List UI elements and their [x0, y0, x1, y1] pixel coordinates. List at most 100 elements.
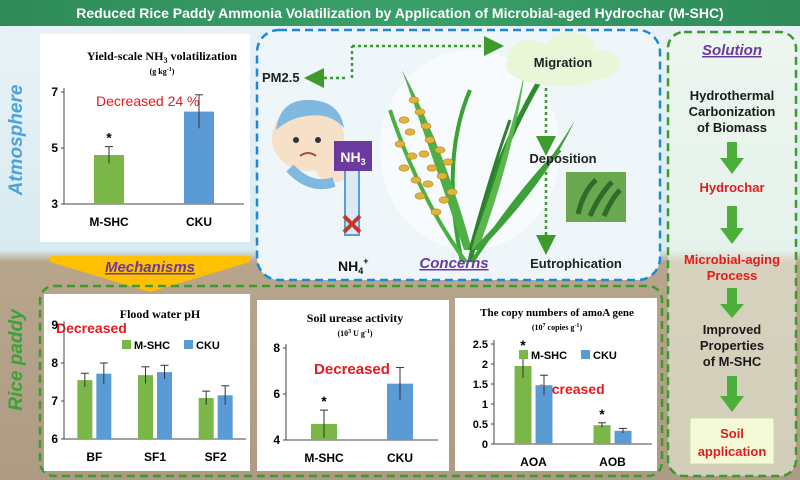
ph-chart-y-tick-label: 8 [51, 356, 58, 370]
ph-chart-y-tick-label: 9 [51, 318, 58, 332]
page-title: Reduced Rice Paddy Ammonia Volatilizatio… [76, 5, 724, 21]
amoa-chart-y-tick-label: 2.5 [473, 339, 488, 351]
solution-panel [666, 30, 798, 478]
amoa-chart-note: Increased [539, 381, 604, 397]
ph-chart-legend-swatch-cku [184, 340, 193, 349]
amoa-chart-bar [535, 385, 553, 444]
migration-label: Migration [534, 55, 593, 70]
ph-chart-category-label: BF [86, 450, 102, 464]
soil-application-box [689, 417, 775, 465]
eutrophication-label: Eutrophication [530, 256, 622, 271]
amoa-chart-legend-label: M-SHC [531, 350, 567, 362]
yield-chart-unit: (g kg-1) [150, 67, 175, 76]
child-illustration [272, 99, 352, 190]
pm25-label: PM2.5 [262, 70, 300, 85]
urease-chart-y-tick-label: 8 [273, 341, 280, 355]
mechanisms-label: Mechanisms [105, 259, 195, 276]
mechanisms-panel [38, 284, 664, 478]
ph-chart-bar [217, 395, 233, 439]
algae-illustration [575, 178, 622, 218]
amoa-chart-y-tick-label: 2 [482, 359, 488, 371]
ph-chart-bar [77, 380, 93, 439]
rice-plant-illustration [388, 70, 575, 264]
urease-chart-title: Soil urease activity [307, 311, 403, 325]
ph-chart-bar [157, 372, 172, 439]
ph-chart-category-label: SF1 [144, 450, 166, 464]
yield-chart-y-tick-label: 7 [51, 85, 58, 99]
urease-chart-significance-star: * [321, 393, 327, 409]
concerns-label: Concerns [419, 255, 488, 272]
amoa-chart-unit: (107 copies g-1) [532, 323, 583, 332]
blocked-cross-icon [342, 214, 362, 234]
ph-chart-legend-label: CKU [196, 340, 220, 352]
solution-step1-line2: Carbonization [689, 104, 776, 119]
nh3-box [334, 141, 372, 171]
amoa-chart: 2.5 2 1.5 1 0.5 0 * AOA * AOB M-SHC CKU [473, 337, 652, 469]
amoa-chart-y-tick-label: 0 [482, 439, 488, 451]
ph-chart-legend-swatch-mshc [122, 340, 131, 349]
amoa-chart-title: The copy numbers of amoA gene [480, 307, 634, 319]
solution-step3-line2: Process [707, 268, 758, 283]
ph-chart-legend-label: M-SHC [134, 340, 170, 352]
nh4-label: NH4+ [338, 256, 369, 276]
solution-heading: Solution [702, 42, 762, 59]
yield-chart-category-label: CKU [186, 215, 212, 229]
ph-chart-category-label: SF2 [205, 450, 227, 464]
side-label-rice-paddy: Rice paddy [6, 308, 27, 411]
amoa-chart-legend-swatch-cku [581, 350, 590, 359]
ph-chart-bar [198, 397, 214, 439]
yield-chart-y-tick-label: 5 [51, 141, 58, 155]
ph-chart-title: Flood water pH [120, 307, 201, 321]
solution-step4-line3: of M-SHC [703, 354, 762, 369]
yield-chart-title: Yield-scale NH3 volatilization [87, 49, 238, 65]
solution-step4-line2: Properties [700, 338, 764, 353]
solution-arrow-1 [720, 142, 744, 174]
side-label-atmosphere: Atmosphere [6, 84, 27, 196]
title-banner [0, 0, 800, 26]
urease-chart-unit: (103 U g-1) [337, 329, 372, 338]
ph-chart-bar [138, 375, 153, 439]
yield-chart-panel [40, 34, 250, 242]
ph-chart-bar [96, 373, 112, 439]
solution-arrow-4 [720, 376, 744, 412]
urease-chart-y-tick-label: 6 [273, 387, 280, 401]
nh3-label: NH3 [340, 149, 365, 167]
amoa-chart-legend-label: CKU [593, 350, 617, 362]
deposition-label: Deposition [529, 151, 596, 166]
yield-chart-note: Decreased 24 % [96, 93, 200, 109]
amoa-chart-y-tick-label: 1.5 [473, 379, 488, 391]
yield-chart-y-tick-label: 3 [51, 197, 58, 211]
amoa-chart-y-tick-label: 0.5 [473, 419, 488, 431]
ph-chart-y-tick-label: 6 [51, 432, 58, 446]
yield-chart-category-label: M-SHC [89, 215, 129, 229]
amoa-chart-bar [593, 425, 611, 444]
ph-chart: 9 8 7 6 BF SF1 SF2 M-SHC CKU [51, 318, 246, 464]
cloud-illustration [506, 32, 620, 86]
solution-arrow-3 [720, 288, 744, 318]
solution-step1-line3: of Biomass [697, 120, 767, 135]
amoa-chart-category-label: AOA [520, 455, 547, 469]
solution-step4-line1: Improved [703, 322, 762, 337]
yield-chart-significance-star: * [106, 130, 112, 146]
ph-chart-y-tick-label: 7 [51, 394, 58, 408]
solution-step3-line1: Microbial-aging [684, 252, 780, 267]
amoa-chart-significance-star: * [599, 406, 605, 422]
amoa-chart-significance-star: * [520, 337, 526, 353]
urease-chart-category-label: M-SHC [304, 451, 344, 465]
amoa-chart-legend-swatch-mshc [519, 350, 528, 359]
solution-arrow-2 [720, 206, 744, 244]
amoa-chart-bar [614, 430, 632, 444]
solution-step2: Hydrochar [699, 180, 764, 195]
urease-chart-y-tick-label: 4 [273, 433, 280, 447]
ph-chart-note: Decreased [56, 320, 127, 336]
urease-chart-note: Decreased [314, 361, 390, 378]
solution-step5-line1: Soil [720, 426, 744, 441]
urease-chart: 8 6 4 * M-SHC CKU [273, 341, 438, 465]
urease-chart-category-label: CKU [387, 451, 413, 465]
amoa-chart-bar [514, 366, 532, 444]
amoa-chart-y-tick-label: 1 [482, 399, 488, 411]
amoa-chart-category-label: AOB [599, 455, 626, 469]
urease-chart-panel [257, 300, 449, 471]
